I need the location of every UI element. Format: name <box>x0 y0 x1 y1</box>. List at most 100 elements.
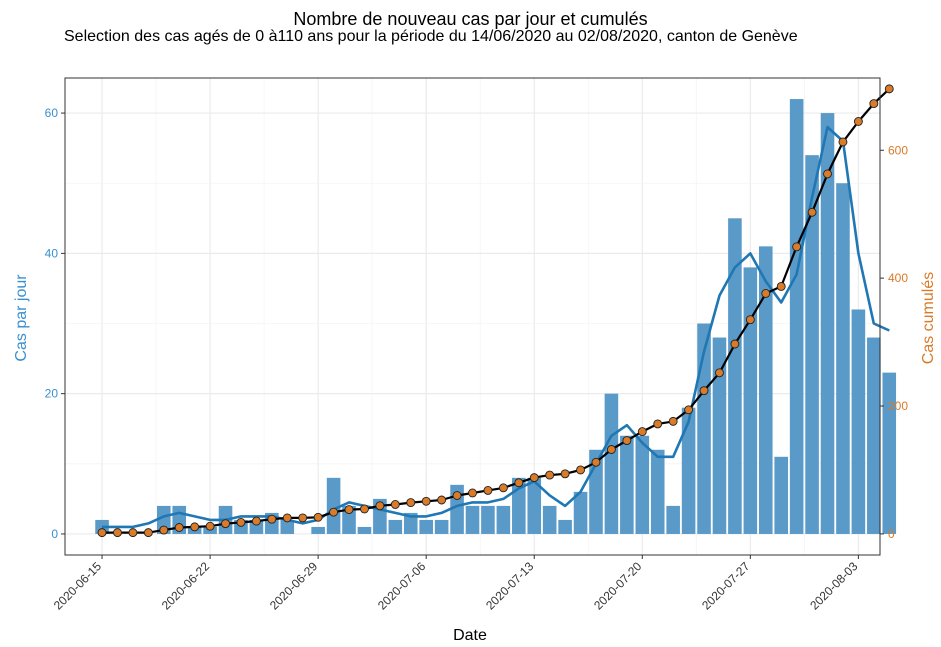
daily-case-bar <box>388 519 403 534</box>
cumulative-point <box>761 289 771 298</box>
daily-case-bar <box>604 393 619 534</box>
x-tick-label: 2020-06-15 <box>51 559 105 613</box>
cumulative-point <box>637 427 647 437</box>
cumulative-point <box>421 496 431 506</box>
cumulative-point <box>869 99 879 109</box>
cumulative-point <box>776 281 786 291</box>
right-tick-label: 600 <box>888 143 908 157</box>
cumulative-point <box>498 483 508 493</box>
cumulative-point <box>313 512 323 522</box>
cumulative-point <box>606 445 616 454</box>
cumulative-point <box>143 528 153 538</box>
daily-case-bar <box>573 491 588 534</box>
cumulative-point <box>406 498 416 508</box>
cumulative-point <box>251 516 261 526</box>
left-tick-label: 60 <box>45 106 59 120</box>
chart-subtitle: Selection des cas agés de 0 à110 ans pou… <box>64 28 798 45</box>
daily-case-bar <box>712 337 727 534</box>
cumulative-point <box>545 470 555 480</box>
cumulative-point <box>668 416 678 426</box>
cumulative-point <box>282 513 292 523</box>
right-tick-label: 0 <box>888 527 895 541</box>
x-tick-label: 2020-07-20 <box>591 559 645 613</box>
daily-case-bar <box>357 526 372 534</box>
cumulative-point <box>205 521 215 531</box>
daily-case-bar <box>542 505 557 534</box>
daily-case-bar <box>558 519 572 534</box>
daily-case-bar <box>728 218 742 534</box>
cumulative-point <box>159 525 169 535</box>
cumulative-point <box>329 507 339 517</box>
right-tick-label: 400 <box>888 271 908 285</box>
daily-case-bar <box>326 477 341 534</box>
daily-case-bar <box>774 456 789 534</box>
cumulative-point <box>823 169 832 179</box>
cumulative-point <box>884 84 894 94</box>
cumulative-point <box>360 504 369 514</box>
cumulative-point <box>514 478 524 488</box>
daily-case-bar <box>666 505 680 534</box>
daily-case-bar <box>527 477 542 534</box>
grid-layer <box>65 78 880 555</box>
plot-panel-border <box>64 77 881 556</box>
cumulative-point <box>452 491 462 500</box>
cumulative-point <box>375 501 385 511</box>
cumulative-cases-line <box>102 88 891 534</box>
right-tick-label: 200 <box>888 399 908 413</box>
x-axis-label: Date <box>453 627 487 644</box>
cumulative-point <box>221 519 230 529</box>
daily-case-bar <box>620 435 634 534</box>
cumulative-point <box>853 117 863 126</box>
daily-case-bar <box>867 337 881 534</box>
cumulative-point <box>236 517 246 527</box>
daily-case-bar <box>851 309 866 534</box>
daily-case-bar <box>280 519 295 534</box>
cumulative-point <box>591 457 601 467</box>
cumulative-point <box>529 473 539 483</box>
smoothed-cases-line <box>102 125 890 529</box>
cumulative-point <box>699 386 709 396</box>
cumulative-point <box>267 514 277 524</box>
left-tick-label: 0 <box>51 527 58 541</box>
cumulative-point <box>560 469 570 479</box>
cumulative-point <box>190 522 200 532</box>
x-tick-label: 2020-07-27 <box>699 559 753 613</box>
x-tick-label: 2020-06-29 <box>267 559 321 613</box>
cumulative-point <box>97 528 107 538</box>
cumulative-point <box>730 339 740 349</box>
left-axis-label: Cas par jour <box>13 274 30 362</box>
daily-case-bar <box>681 407 696 534</box>
x-tick-label: 2020-08-03 <box>807 559 861 613</box>
daily-case-bar <box>635 435 650 534</box>
daily-case-bar <box>650 449 665 534</box>
daily-case-bar <box>481 505 495 534</box>
cumulative-point <box>128 528 138 538</box>
cumulative-point <box>576 465 585 475</box>
daily-case-bar <box>465 505 480 534</box>
cumulative-point <box>653 419 663 429</box>
cumulative-point <box>390 500 400 509</box>
left-axis: 0 20 40 60 <box>45 106 65 541</box>
daily-case-bar <box>311 526 325 534</box>
cumulative-point <box>483 485 493 495</box>
left-tick-label: 20 <box>45 387 59 401</box>
left-tick-label: 40 <box>45 246 59 260</box>
cumulative-point <box>113 528 122 538</box>
bars-layer <box>95 99 897 534</box>
daily-case-bar <box>789 99 804 534</box>
daily-case-bar <box>836 183 850 534</box>
daily-case-bar <box>156 505 171 534</box>
right-axis: 0 200 400 600 <box>880 143 908 541</box>
cumulative-point <box>684 405 694 415</box>
daily-case-bar <box>743 267 758 534</box>
cumulative-point <box>792 242 802 252</box>
daily-case-bar <box>805 155 819 534</box>
cumulative-point <box>715 368 724 378</box>
points-layer <box>97 84 894 538</box>
x-axis: 2020-06-15 2020-06-22 2020-06-29 2020-07-06… <box>51 555 861 613</box>
cumulative-point <box>468 488 477 498</box>
daily-case-bar <box>419 519 433 534</box>
x-tick-label: 2020-07-06 <box>375 559 429 613</box>
cumulative-point <box>745 315 755 325</box>
